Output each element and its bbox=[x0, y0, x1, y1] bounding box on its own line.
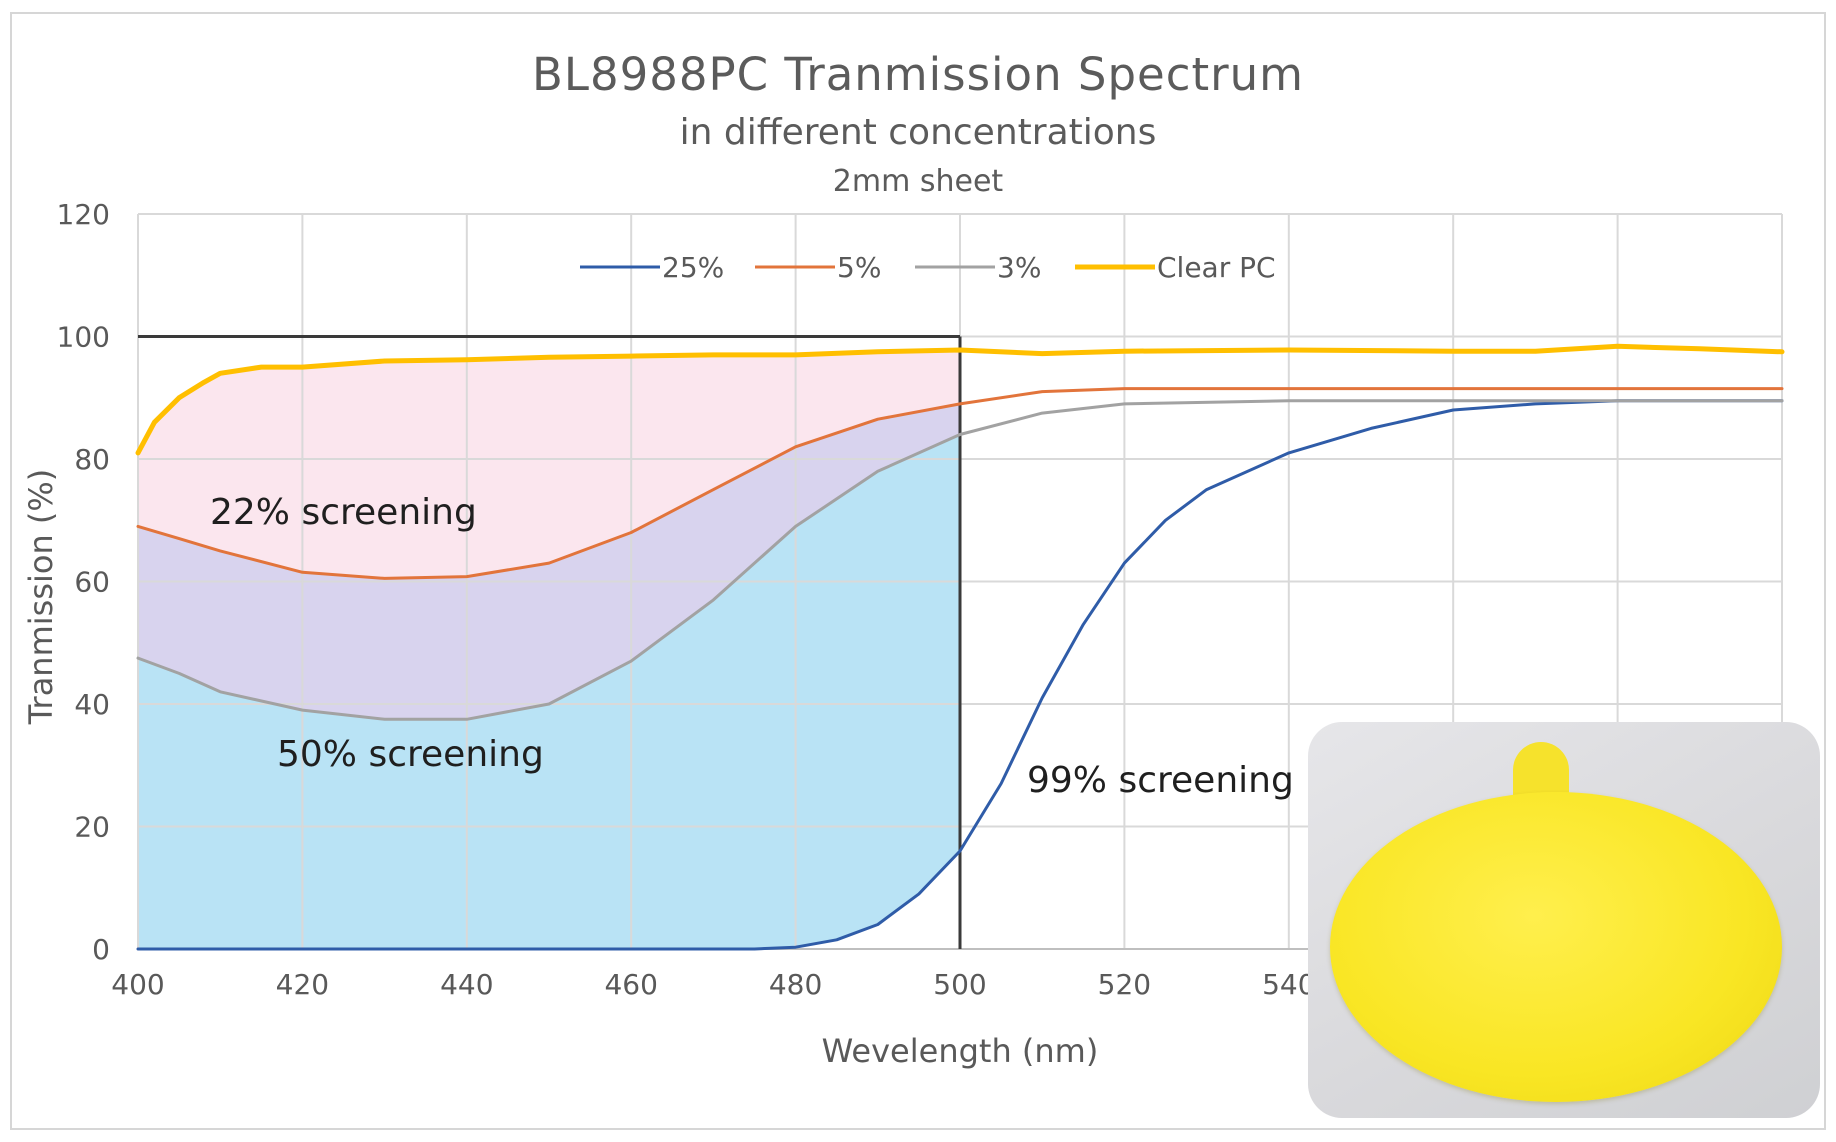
product-photo bbox=[1308, 722, 1820, 1118]
legend-label-2: 3% bbox=[997, 251, 1041, 284]
x-tick-label: 400 bbox=[111, 968, 164, 1001]
y-tick-label: 40 bbox=[74, 688, 110, 721]
band-clear-to-5 bbox=[138, 350, 960, 579]
y-axis-label: Tranmission (%) bbox=[22, 469, 60, 726]
x-tick-label: 460 bbox=[604, 968, 657, 1001]
legend-label-0: 25% bbox=[662, 251, 724, 284]
annotation-label-1: 50% screening bbox=[277, 734, 544, 775]
series-line-0 bbox=[136, 399, 1784, 951]
x-tick-label: 480 bbox=[769, 968, 822, 1001]
band-5-to-3 bbox=[138, 403, 960, 720]
chart-title: BL8988PC Tranmission Spectrum bbox=[532, 48, 1304, 101]
y-tick-label: 20 bbox=[74, 811, 110, 844]
x-tick-label: 500 bbox=[933, 968, 986, 1001]
y-tick-label: 60 bbox=[74, 566, 110, 599]
x-tick-label: 540 bbox=[1262, 968, 1315, 1001]
annotation-label-2: 99% screening bbox=[1027, 760, 1294, 801]
yellow-disc-sample bbox=[1330, 792, 1782, 1102]
y-tick-label: 100 bbox=[57, 321, 110, 354]
x-axis-label: Wevelength (nm) bbox=[822, 1032, 1099, 1070]
legend-label-3: Clear PC bbox=[1157, 251, 1276, 284]
x-tick-label: 420 bbox=[276, 968, 329, 1001]
x-tick-label: 520 bbox=[1098, 968, 1151, 1001]
legend-label-1: 5% bbox=[837, 251, 881, 284]
y-tick-label: 80 bbox=[74, 443, 110, 476]
series-line-1 bbox=[136, 387, 1784, 580]
annotation-label-0: 22% screening bbox=[210, 492, 477, 533]
chart-subtitle-sheet: 2mm sheet bbox=[832, 164, 1004, 199]
x-tick-label: 440 bbox=[440, 968, 493, 1001]
chart-subtitle: in different concentrations bbox=[679, 112, 1157, 153]
y-tick-label: 0 bbox=[92, 933, 110, 966]
series-line-3 bbox=[135, 343, 1785, 456]
y-tick-label: 120 bbox=[57, 198, 110, 231]
series-line-2 bbox=[136, 399, 1784, 721]
